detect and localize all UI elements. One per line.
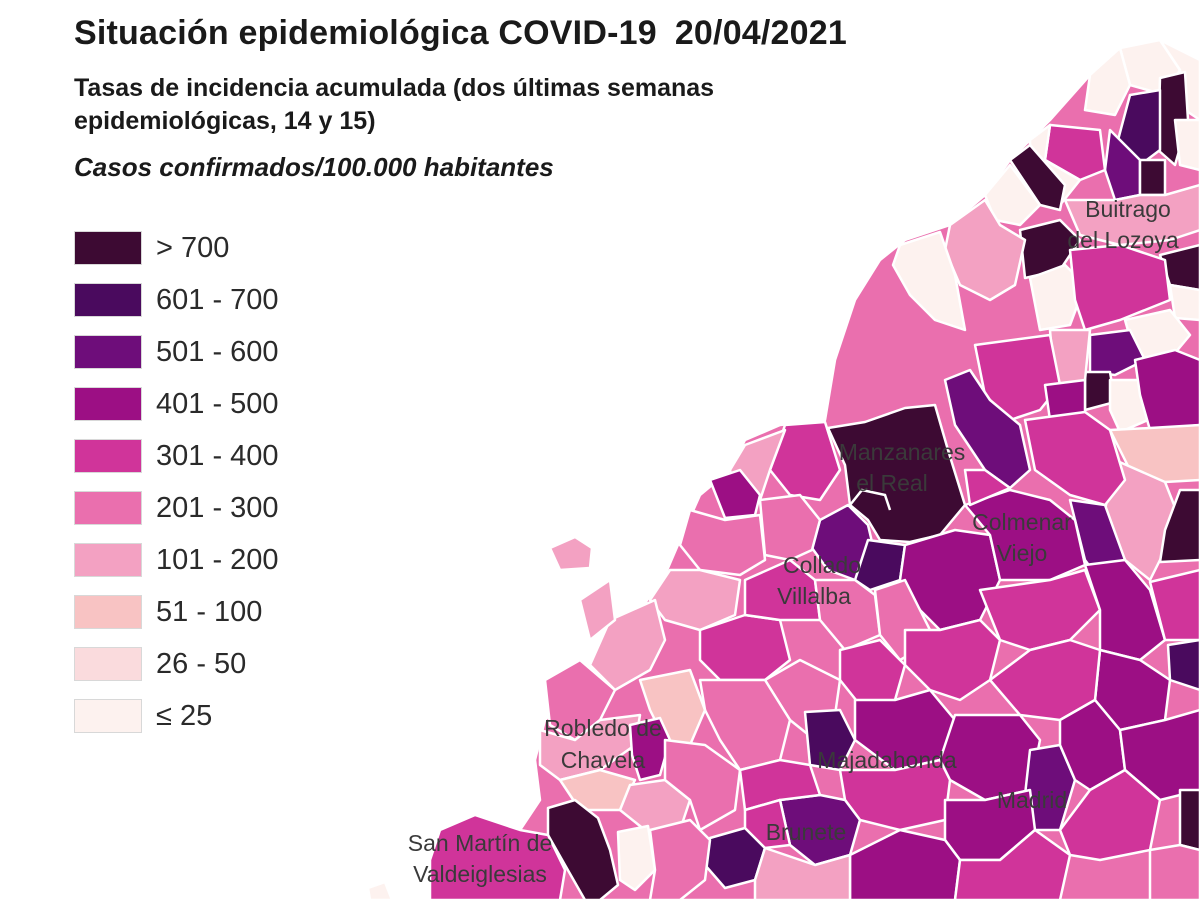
place-label-madrid: Madrid bbox=[997, 787, 1067, 813]
muni bbox=[366, 880, 394, 900]
place-label-sanmartin: San Martín de bbox=[408, 830, 552, 856]
muni bbox=[588, 598, 667, 692]
legend-label: 51 - 100 bbox=[156, 595, 263, 628]
place-label-brunete: Brunete bbox=[766, 819, 847, 845]
legend-label: 101 - 200 bbox=[156, 543, 279, 576]
legend-swatch bbox=[74, 439, 142, 473]
muni bbox=[1138, 158, 1167, 197]
legend-label: 401 - 500 bbox=[156, 387, 279, 420]
muni bbox=[1173, 118, 1200, 172]
muni bbox=[1023, 410, 1127, 507]
title-date: 20/04/2021 bbox=[674, 14, 847, 52]
muni bbox=[1083, 46, 1132, 117]
legend-swatch bbox=[74, 491, 142, 525]
muni bbox=[663, 738, 742, 832]
legend-label: ≤ 25 bbox=[156, 699, 213, 732]
place-label-collado-2: Villalba bbox=[777, 583, 851, 609]
page-title: Situación epidemiológica COVID-19 20/04/2… bbox=[74, 14, 847, 53]
muni bbox=[708, 468, 762, 520]
legend-item: 201 - 300 bbox=[74, 482, 279, 534]
muni bbox=[891, 230, 967, 332]
muni bbox=[988, 638, 1102, 722]
muni bbox=[1148, 843, 1200, 900]
legend-item: 601 - 700 bbox=[74, 274, 279, 326]
muni bbox=[1166, 638, 1200, 692]
legend-swatch bbox=[74, 595, 142, 629]
muni bbox=[1068, 243, 1172, 332]
place-label-colmenar: Colmenar bbox=[972, 509, 1072, 535]
muni bbox=[753, 846, 852, 900]
muni bbox=[978, 568, 1102, 652]
muni bbox=[1178, 788, 1200, 852]
legend-swatch bbox=[74, 335, 142, 369]
muni bbox=[678, 508, 767, 577]
muni bbox=[1088, 328, 1147, 377]
legend-swatch bbox=[74, 231, 142, 265]
place-label-robledo-2: Chavela bbox=[561, 747, 646, 773]
muni bbox=[1168, 283, 1200, 322]
legend-item: 26 - 50 bbox=[74, 638, 279, 690]
legend-item: 51 - 100 bbox=[74, 586, 279, 638]
muni bbox=[953, 828, 1072, 900]
muni bbox=[963, 468, 1012, 507]
muni bbox=[648, 818, 712, 900]
place-label-majadahonda: Majadahonda bbox=[817, 747, 957, 773]
muni-border bbox=[849, 488, 892, 511]
muni bbox=[1148, 568, 1200, 642]
muni bbox=[1116, 88, 1162, 167]
muni bbox=[1158, 488, 1200, 564]
place-label-colmenar-2: Viejo bbox=[997, 540, 1048, 566]
muni bbox=[1133, 348, 1200, 432]
muni bbox=[1063, 183, 1200, 247]
muni-island bbox=[548, 535, 594, 572]
title-text: Situación epidemiológica COVID-19 bbox=[74, 14, 657, 52]
place-label-manzanares: Manzanares bbox=[839, 439, 966, 465]
place-label-collado: Collado bbox=[783, 552, 861, 578]
muni bbox=[428, 813, 567, 900]
legend-label: 501 - 600 bbox=[156, 335, 279, 368]
legend-swatch bbox=[74, 387, 142, 421]
legend-item: 501 - 600 bbox=[74, 326, 279, 378]
legend-label: 26 - 50 bbox=[156, 647, 247, 680]
legend-item: ≤ 25 bbox=[74, 690, 279, 742]
muni bbox=[628, 716, 672, 782]
muni bbox=[853, 538, 907, 592]
legend-label: 601 - 700 bbox=[156, 283, 279, 316]
legend-swatch bbox=[74, 543, 142, 577]
legend-label: > 700 bbox=[156, 231, 230, 264]
legend-swatch bbox=[74, 283, 142, 317]
place-label-buitrago: Buitrago bbox=[1085, 196, 1171, 222]
page-subtitle: Tasas de incidencia acumulada (dos últim… bbox=[74, 74, 715, 135]
muni bbox=[698, 613, 792, 682]
legend-label: 201 - 300 bbox=[156, 491, 279, 524]
legend-item: > 700 bbox=[74, 222, 279, 274]
legend: > 700 601 - 700 501 - 600 401 - 500 301 … bbox=[74, 222, 279, 742]
muni bbox=[943, 368, 1032, 490]
legend-item: 301 - 400 bbox=[74, 430, 279, 482]
units-caption: Casos confirmados/100.000 habitantes bbox=[74, 152, 554, 182]
muni bbox=[1158, 38, 1200, 122]
muni bbox=[743, 798, 792, 850]
place-label-sanmartin-2: Valdeiglesias bbox=[413, 861, 547, 887]
legend-swatch bbox=[74, 699, 142, 733]
place-label-robledo: Robledo de bbox=[544, 715, 662, 741]
muni bbox=[1058, 768, 1162, 862]
muni bbox=[616, 824, 657, 892]
legend-item: 101 - 200 bbox=[74, 534, 279, 586]
muni bbox=[1083, 558, 1167, 662]
muni bbox=[578, 578, 617, 642]
place-label-manzanares-2: el Real bbox=[856, 470, 928, 496]
muni bbox=[758, 493, 822, 562]
legend-item: 401 - 500 bbox=[74, 378, 279, 430]
muni bbox=[778, 793, 862, 867]
muni bbox=[803, 708, 857, 772]
legend-label: 301 - 400 bbox=[156, 439, 279, 472]
legend-swatch bbox=[74, 647, 142, 681]
place-label-buitrago-2: del Lozoya bbox=[1067, 227, 1178, 253]
